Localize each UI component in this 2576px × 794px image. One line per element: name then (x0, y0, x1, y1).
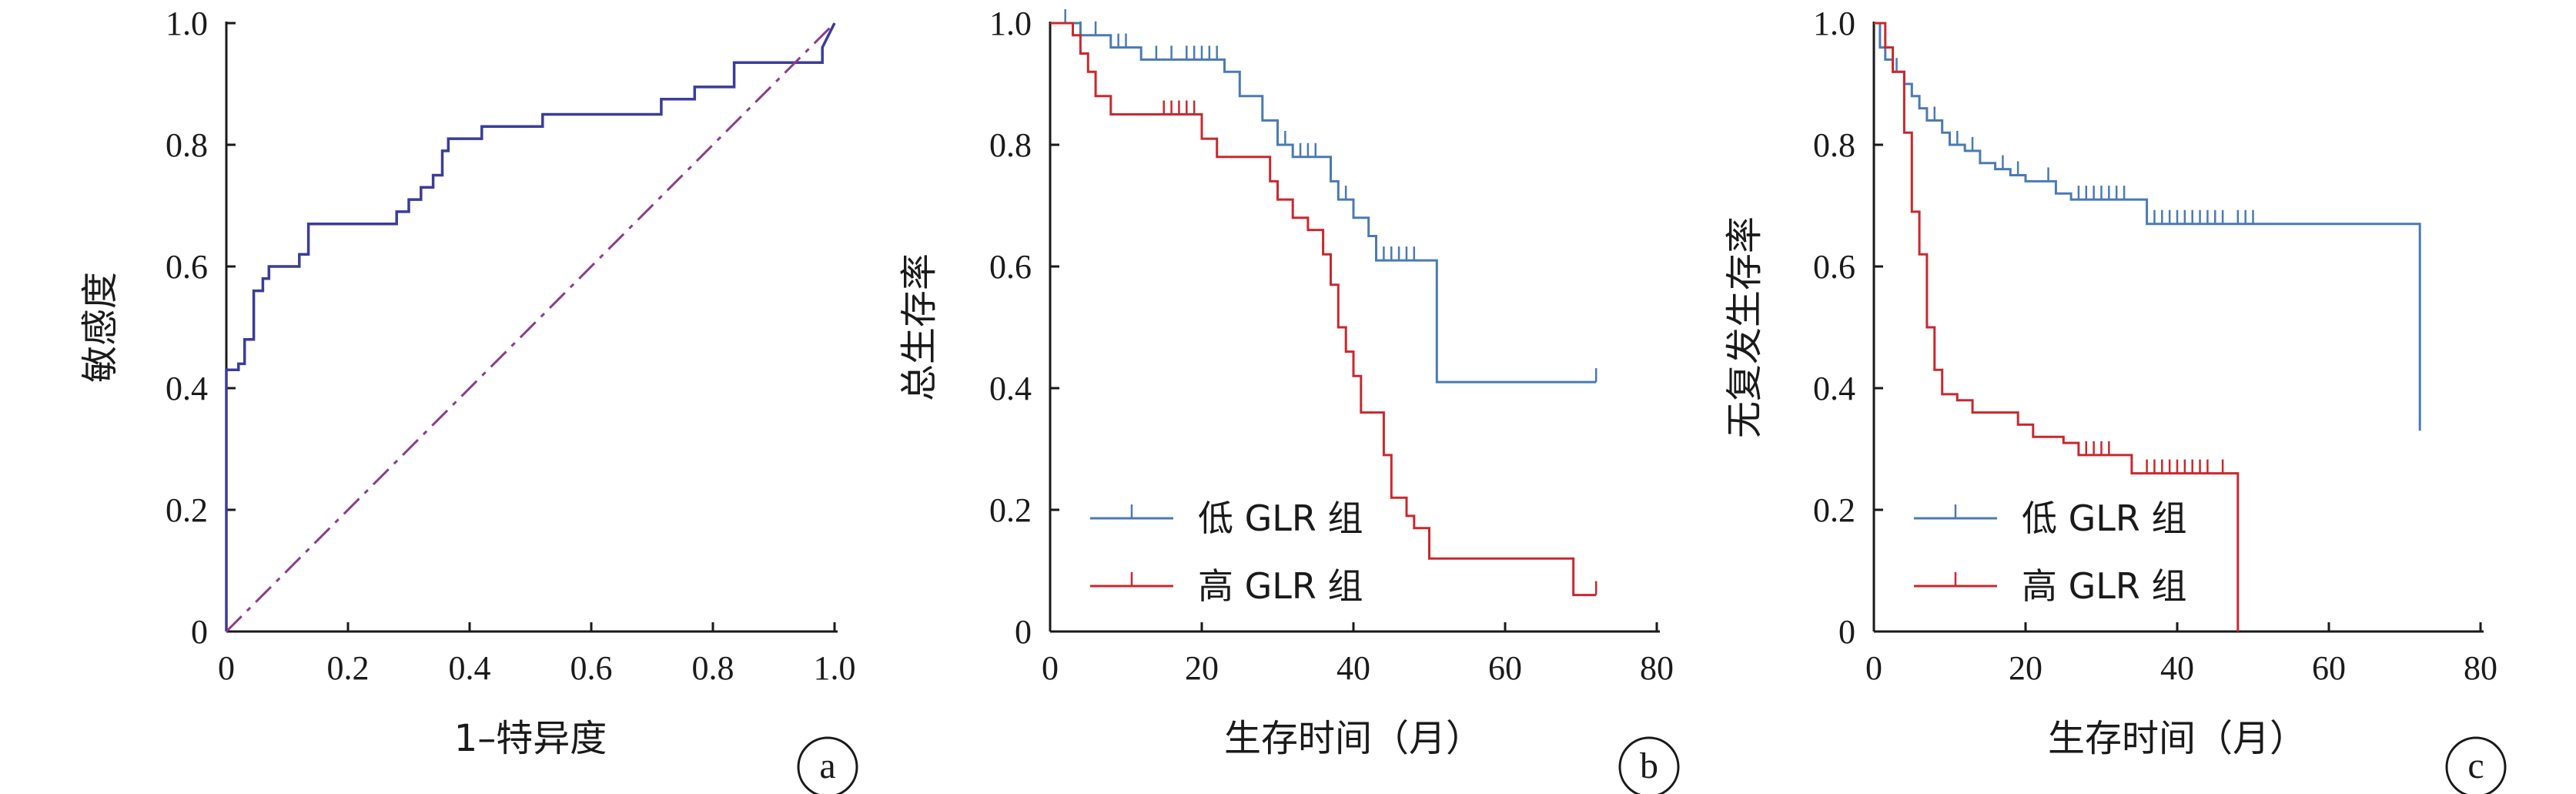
x-tick-label: 20 (2009, 649, 2042, 687)
reference-diagonal-line (225, 22, 836, 633)
y-tick-label: 0.2 (1813, 491, 1855, 529)
panel-label: a (819, 745, 835, 786)
km-curve-low (1050, 22, 1597, 384)
x-tick-label: 0 (1865, 649, 1882, 687)
km-curve-high (1874, 22, 2240, 632)
x-tick-label: 80 (2464, 649, 2497, 687)
y-tick-label: 0.2 (166, 491, 208, 529)
chart-panel-a: 0 0.2 0.4 0.6 0.8 1.0 0 0.2 0.4 0.6 0.8 1.0 1–特异度 敏感度… (79, 5, 858, 794)
y-axis-title: 无复发生存率 (1723, 216, 1766, 438)
legend-label-high: 高 GLR 组 (2022, 565, 2186, 607)
x-tick-label: 0.8 (692, 649, 734, 687)
y-tick-label: 0.6 (1813, 248, 1855, 286)
panel-label-circle (1618, 736, 1680, 794)
legend-label-high: 高 GLR 组 (1198, 565, 1363, 607)
x-axis-title: 生存时间（月） (2048, 717, 2307, 760)
y-tick-label: 0.6 (989, 248, 1032, 286)
x-axis-title: 生存时间（月） (1224, 717, 1483, 760)
y-tick-label: 1.0 (989, 5, 1032, 42)
roc-curve (225, 22, 836, 632)
panel-label-circle (797, 736, 858, 794)
y-tick-label: 0 (1015, 613, 1032, 651)
panel-label: b (1640, 745, 1658, 786)
panel-label-circle (2445, 736, 2507, 794)
y-tick-label: 1.0 (1813, 5, 1855, 42)
x-tick-label: 0 (1042, 649, 1059, 687)
y-tick-label: 0.8 (166, 126, 208, 164)
y-axis-title: 总生存率 (898, 253, 941, 401)
x-tick-label: 40 (2160, 649, 2194, 687)
y-tick-label: 0.6 (166, 248, 208, 286)
legend-label-low: 低 GLR 组 (1198, 498, 1363, 539)
x-tick-label: 0 (218, 649, 235, 687)
x-tick-label: 40 (1337, 649, 1370, 687)
x-tick-label: 1.0 (814, 649, 856, 687)
y-tick-label: 0 (1838, 613, 1855, 651)
km-curve-high (1050, 22, 1597, 597)
y-axis-title: 敏感度 (79, 272, 122, 383)
y-tick-label: 0.8 (1813, 126, 1855, 164)
x-tick-label: 60 (2312, 649, 2346, 687)
y-tick-label: 0.4 (166, 370, 208, 407)
x-tick-label: 0.6 (570, 649, 613, 687)
y-tick-label: 0.8 (989, 126, 1032, 164)
y-tick-label: 0.2 (989, 491, 1032, 529)
panel-label: c (2467, 745, 2484, 786)
y-tick-label: 1.0 (166, 5, 208, 42)
legend-label-low: 低 GLR 组 (2022, 498, 2186, 539)
y-tick-label: 0.4 (989, 370, 1032, 407)
y-tick-label: 0.4 (1813, 370, 1855, 407)
x-tick-label: 0.4 (449, 649, 491, 687)
x-axis-title: 1–特异度 (454, 717, 607, 760)
x-tick-label: 20 (1185, 649, 1219, 687)
x-tick-label: 0.2 (327, 649, 370, 687)
km-curve-low (1874, 22, 2421, 431)
x-tick-label: 80 (1640, 649, 1674, 687)
chart-panel-c: 0 20 40 60 80 0 0.2 0.4 0.6 0.8 1.0 生存时间（月） 无复发生存率低 … (1723, 5, 2507, 794)
x-tick-label: 60 (1488, 649, 1522, 687)
y-tick-label: 0 (191, 613, 208, 651)
